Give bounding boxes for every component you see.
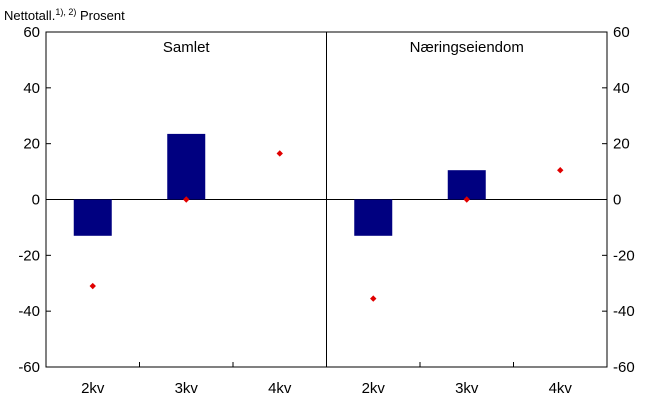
y-tick-label-left: 20 bbox=[23, 136, 40, 153]
y-tick-label-right: 0 bbox=[613, 192, 621, 209]
bar bbox=[167, 133, 206, 200]
x-tick-label: 3kv bbox=[455, 380, 479, 397]
marker-point bbox=[276, 150, 283, 157]
bar bbox=[73, 199, 112, 236]
y-tick-label-right: -20 bbox=[613, 247, 635, 264]
y-tick-label-left: -20 bbox=[18, 247, 40, 264]
x-tick-label: 2kv bbox=[362, 380, 386, 397]
marker-point bbox=[463, 196, 470, 203]
y-tick-label-right: -60 bbox=[613, 359, 635, 376]
footnote-marks: 1), 2) bbox=[55, 7, 77, 17]
unit-label: Prosent bbox=[79, 8, 125, 23]
bar bbox=[447, 170, 486, 200]
y-tick-label-left: 0 bbox=[32, 192, 40, 209]
x-tick-label: 2kv bbox=[81, 380, 105, 397]
y-tick-label-right: 60 bbox=[613, 24, 630, 41]
subtitle-text: Nettotall. bbox=[4, 8, 56, 23]
y-tick-label-left: -40 bbox=[18, 303, 40, 320]
marker-point bbox=[183, 196, 190, 203]
y-tick-label-left: 40 bbox=[23, 80, 40, 97]
y-tick-label-right: -40 bbox=[613, 303, 635, 320]
y-tick-label-left: -60 bbox=[18, 359, 40, 376]
panel-title: Samlet bbox=[163, 39, 211, 56]
marker-point bbox=[370, 295, 377, 302]
x-tick-label: 4kv bbox=[268, 380, 292, 397]
chart-subtitle: Nettotall.1), 2) Prosent bbox=[4, 4, 125, 24]
y-tick-label-right: 20 bbox=[613, 136, 630, 153]
marker-point bbox=[557, 166, 564, 174]
y-tick-label-left: 60 bbox=[23, 24, 40, 41]
marker-point bbox=[89, 282, 96, 290]
x-tick-label: 3kv bbox=[175, 380, 199, 397]
y-tick-label-right: 40 bbox=[613, 80, 630, 97]
x-tick-label: 4kv bbox=[549, 380, 573, 397]
bar bbox=[354, 199, 393, 236]
panel-title: Næringseiendom bbox=[410, 39, 524, 56]
